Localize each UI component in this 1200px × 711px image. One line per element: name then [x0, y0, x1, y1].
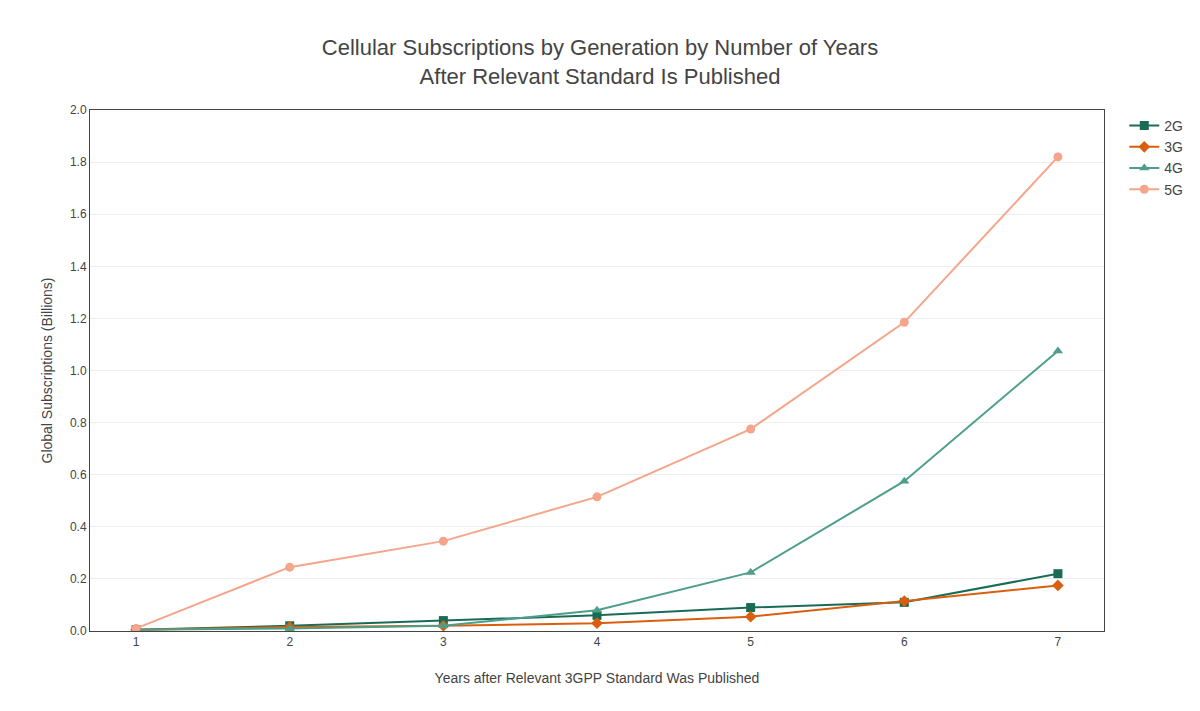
svg-text:1.0: 1.0: [70, 364, 87, 378]
svg-text:1.8: 1.8: [70, 155, 87, 169]
svg-text:1.6: 1.6: [70, 207, 87, 221]
svg-text:0.2: 0.2: [70, 572, 87, 586]
svg-text:4G: 4G: [1164, 160, 1183, 176]
svg-text:0.6: 0.6: [70, 468, 87, 482]
svg-text:5: 5: [747, 635, 754, 649]
svg-text:0.0: 0.0: [70, 624, 87, 638]
svg-text:Cellular Subscriptions by Gene: Cellular Subscriptions by Generation by …: [322, 35, 878, 89]
svg-text:7: 7: [1055, 635, 1062, 649]
svg-text:Global Subscriptions (Billions: Global Subscriptions (Billions): [39, 278, 55, 464]
svg-text:2G: 2G: [1164, 118, 1183, 134]
svg-text:3G: 3G: [1164, 139, 1183, 155]
svg-text:2: 2: [286, 635, 293, 649]
svg-text:0.4: 0.4: [70, 520, 87, 534]
svg-text:Years after Relevant 3GPP Stan: Years after Relevant 3GPP Standard Was P…: [435, 670, 760, 686]
svg-text:1.4: 1.4: [70, 260, 87, 274]
svg-text:6: 6: [901, 635, 908, 649]
svg-text:0.8: 0.8: [70, 416, 87, 430]
svg-text:4: 4: [594, 635, 601, 649]
svg-text:1: 1: [133, 635, 140, 649]
svg-text:2.0: 2.0: [70, 103, 87, 117]
svg-text:3: 3: [440, 635, 447, 649]
svg-text:1.2: 1.2: [70, 312, 87, 326]
svg-text:5G: 5G: [1164, 182, 1183, 198]
